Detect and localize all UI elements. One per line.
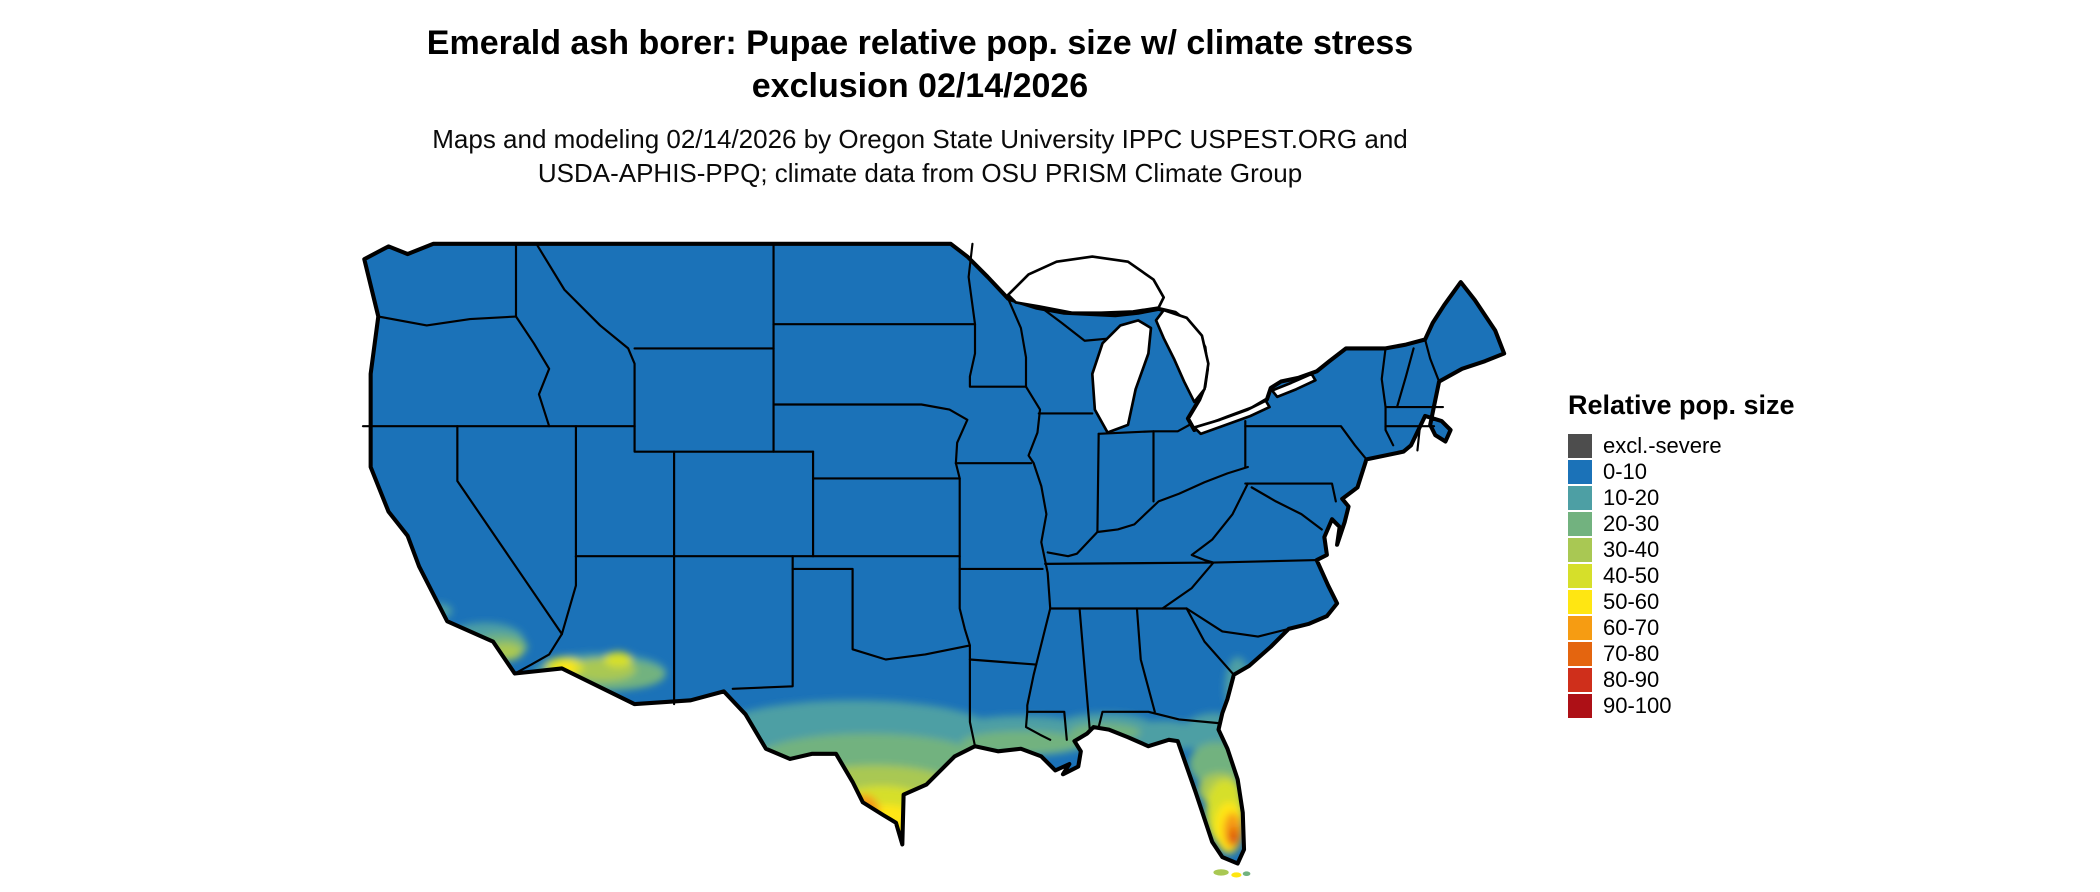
us-fill-layer (364, 243, 1505, 864)
legend-label: 20-30 (1603, 511, 1660, 536)
us-outline (362, 241, 1507, 866)
lake-ontario (1270, 372, 1317, 399)
keys-speck (1242, 871, 1251, 876)
legend-swatch (1568, 512, 1592, 536)
figure-title: Emerald ash borer: Pupae relative pop. s… (250, 22, 1590, 108)
keys-speck (1231, 872, 1242, 878)
legend-item: 50-60 (1568, 589, 1888, 615)
legend-item: 90-100 (1568, 693, 1888, 719)
legend-item: 80-90 (1568, 667, 1888, 693)
florida-keys (1213, 869, 1251, 878)
legend-swatch (1568, 590, 1592, 614)
legend-swatch (1568, 616, 1592, 640)
legend-swatch (1568, 668, 1592, 692)
legend-item: 60-70 (1568, 615, 1888, 641)
legend-label: 60-70 (1603, 615, 1660, 640)
legend-item: 30-40 (1568, 537, 1888, 563)
region-southflorida-80-90 (1230, 836, 1238, 843)
keys-speck (1213, 869, 1229, 876)
legend-item: 20-30 (1568, 511, 1888, 537)
figure-subtitle: Maps and modeling 02/14/2026 by Oregon S… (250, 122, 1590, 190)
legend-item: 0-10 (1568, 459, 1888, 485)
region-laredo-70-80 (853, 804, 870, 823)
lake-superior (1006, 255, 1166, 315)
lake-michigan (1090, 319, 1153, 434)
region-riograndetip-50-60 (875, 835, 912, 859)
base-population-0-10 (364, 243, 1505, 864)
legend-label: excl.-severe (1603, 433, 1722, 458)
legend-swatch (1568, 564, 1592, 588)
legend-label: 0-10 (1603, 459, 1648, 484)
legend-swatch (1568, 434, 1592, 458)
region-phoenix-40-50 (603, 651, 633, 668)
legend-swatch (1568, 694, 1592, 718)
legend-swatch (1568, 460, 1592, 484)
state-borders (361, 242, 1445, 748)
legend-label: 40-50 (1603, 563, 1660, 588)
legend-label: 10-20 (1603, 485, 1660, 510)
legend-item: 70-80 (1568, 641, 1888, 667)
legend-label: 50-60 (1603, 589, 1660, 614)
great-lakes (1006, 255, 1317, 436)
lake-erie (1192, 399, 1271, 436)
legend-items: excl.-severe 0-10 10-20 20-30 30-40 40-50 50-6… (1568, 433, 1888, 719)
figure-subtitle-line1: Maps and modeling 02/14/2026 by Oregon S… (432, 124, 1408, 154)
region-laredo-80-90 (856, 811, 865, 819)
legend-title: Relative pop. size (1568, 390, 1795, 420)
lake-huron (1154, 308, 1210, 404)
figure-subtitle-line2: USDA-APHIS-PPQ; climate data from OSU PR… (537, 158, 1303, 188)
legend-swatch (1568, 486, 1592, 510)
legend-swatch (1568, 642, 1592, 666)
us-map (361, 241, 1507, 878)
legend-item: excl.-severe (1568, 433, 1888, 459)
legend-label: 80-90 (1603, 667, 1660, 692)
legend-label: 90-100 (1603, 693, 1672, 718)
legend: Relative pop. size excl.-severe 0-10 10-20… (1568, 390, 1888, 719)
legend-label: 30-40 (1603, 537, 1660, 562)
legend-swatch (1568, 538, 1592, 562)
legend-item: 40-50 (1568, 563, 1888, 589)
region-southtexas-50-60 (850, 804, 922, 846)
legend-label: 70-80 (1603, 641, 1660, 666)
legend-item: 10-20 (1568, 485, 1888, 511)
figure-title-line1: Emerald ash borer: Pupae relative pop. s… (426, 24, 1414, 62)
figure-title-line2: exclusion 02/14/2026 (751, 67, 1089, 105)
